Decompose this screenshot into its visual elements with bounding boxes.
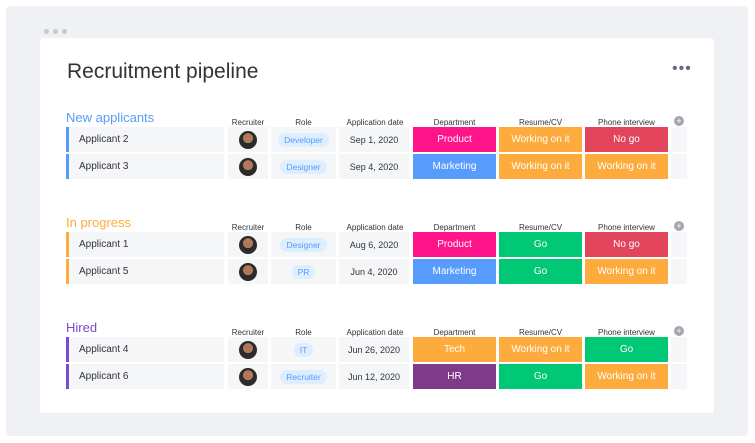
date-cell[interactable]: Sep 1, 2020 bbox=[339, 127, 409, 152]
table-row[interactable]: Applicant 3 Designer Sep 4, 2020 Marketi… bbox=[66, 154, 688, 179]
table-row[interactable]: Applicant 6 Recruiter Jun 12, 2020 HR Go… bbox=[66, 364, 688, 389]
column-header-role[interactable]: Role bbox=[295, 223, 312, 232]
role-tag: Recruiter bbox=[280, 369, 327, 384]
group-title[interactable]: In progress bbox=[66, 215, 132, 230]
column-header-phone[interactable]: Phone interview bbox=[598, 328, 655, 337]
recruiter-cell[interactable] bbox=[228, 337, 268, 362]
table-row[interactable]: Applicant 5 PR Jun 4, 2020 Marketing Go … bbox=[66, 259, 688, 284]
phone-interview-status[interactable]: No go bbox=[585, 127, 668, 152]
role-cell[interactable]: Developer bbox=[271, 127, 336, 152]
avatar bbox=[239, 367, 257, 386]
column-header-resume[interactable]: Resume/CV bbox=[518, 223, 563, 232]
department-status[interactable]: Product bbox=[413, 232, 496, 257]
department-status[interactable]: Tech bbox=[413, 337, 496, 362]
applicant-name[interactable]: Applicant 2 bbox=[66, 127, 224, 152]
role-tag: Designer bbox=[280, 159, 327, 174]
column-header-department[interactable]: Department bbox=[433, 328, 476, 337]
date-cell[interactable]: Jun 12, 2020 bbox=[339, 364, 409, 389]
role-tag: PR bbox=[291, 264, 316, 279]
applicant-name[interactable]: Applicant 6 bbox=[66, 364, 224, 389]
date-cell[interactable]: Sep 4, 2020 bbox=[339, 154, 409, 179]
extra-cell bbox=[671, 154, 687, 179]
table-row[interactable]: Applicant 1 Designer Aug 6, 2020 Product… bbox=[66, 232, 688, 257]
extra-cell bbox=[671, 232, 687, 257]
role-cell[interactable]: Designer bbox=[271, 154, 336, 179]
column-header-department[interactable]: Department bbox=[433, 223, 476, 232]
column-header-role[interactable]: Role bbox=[295, 118, 312, 127]
column-header-recruiter[interactable]: Recruiter bbox=[231, 223, 265, 232]
board: Recruitment pipeline ••• New applicants R… bbox=[40, 38, 714, 413]
avatar bbox=[239, 262, 257, 281]
extra-cell bbox=[671, 337, 687, 362]
applicant-name[interactable]: Applicant 3 bbox=[66, 154, 224, 179]
extra-cell bbox=[671, 127, 687, 152]
resume-status[interactable]: Go bbox=[499, 232, 582, 257]
column-header-resume[interactable]: Resume/CV bbox=[518, 118, 563, 127]
department-status[interactable]: Marketing bbox=[413, 154, 496, 179]
add-column-icon[interactable]: + bbox=[674, 326, 684, 336]
group-title[interactable]: New applicants bbox=[66, 110, 155, 125]
date-cell[interactable]: Aug 6, 2020 bbox=[339, 232, 409, 257]
recruiter-cell[interactable] bbox=[228, 232, 268, 257]
recruiter-cell[interactable] bbox=[228, 127, 268, 152]
role-cell[interactable]: Designer bbox=[271, 232, 336, 257]
role-cell[interactable]: IT bbox=[271, 337, 336, 362]
role-tag: IT bbox=[293, 342, 314, 357]
extra-cell bbox=[671, 364, 687, 389]
column-header-date[interactable]: Application date bbox=[346, 223, 404, 232]
table-row[interactable]: Applicant 2 Developer Sep 1, 2020 Produc… bbox=[66, 127, 688, 152]
role-cell[interactable]: PR bbox=[271, 259, 336, 284]
column-header-recruiter[interactable]: Recruiter bbox=[231, 118, 265, 127]
applicant-name[interactable]: Applicant 5 bbox=[66, 259, 224, 284]
avatar bbox=[239, 235, 257, 254]
phone-interview-status[interactable]: No go bbox=[585, 232, 668, 257]
phone-interview-status[interactable]: Working on it bbox=[585, 364, 668, 389]
column-header-resume[interactable]: Resume/CV bbox=[518, 328, 563, 337]
recruiter-cell[interactable] bbox=[228, 364, 268, 389]
resume-status[interactable]: Working on it bbox=[499, 337, 582, 362]
role-cell[interactable]: Recruiter bbox=[271, 364, 336, 389]
table-row[interactable]: Applicant 4 IT Jun 26, 2020 Tech Working… bbox=[66, 337, 688, 362]
avatar bbox=[239, 340, 257, 359]
resume-status[interactable]: Working on it bbox=[499, 154, 582, 179]
extra-cell bbox=[671, 259, 687, 284]
phone-interview-status[interactable]: Go bbox=[585, 337, 668, 362]
more-options-icon[interactable]: ••• bbox=[672, 60, 692, 77]
column-header-department[interactable]: Department bbox=[433, 118, 476, 127]
column-header-phone[interactable]: Phone interview bbox=[598, 118, 655, 127]
phone-interview-status[interactable]: Working on it bbox=[585, 154, 668, 179]
phone-interview-status[interactable]: Working on it bbox=[585, 259, 668, 284]
department-status[interactable]: HR bbox=[413, 364, 496, 389]
column-header-phone[interactable]: Phone interview bbox=[598, 223, 655, 232]
resume-status[interactable]: Working on it bbox=[499, 127, 582, 152]
applicant-name[interactable]: Applicant 4 bbox=[66, 337, 224, 362]
page-title: Recruitment pipeline bbox=[67, 60, 259, 83]
avatar bbox=[239, 157, 257, 176]
column-header-role[interactable]: Role bbox=[295, 328, 312, 337]
add-column-icon[interactable]: + bbox=[674, 116, 684, 126]
role-tag: Developer bbox=[278, 132, 329, 147]
add-column-icon[interactable]: + bbox=[674, 221, 684, 231]
window-dots-icon bbox=[44, 29, 67, 34]
column-header-date[interactable]: Application date bbox=[346, 118, 404, 127]
avatar bbox=[239, 130, 257, 149]
date-cell[interactable]: Jun 26, 2020 bbox=[339, 337, 409, 362]
group-title[interactable]: Hired bbox=[66, 320, 98, 335]
recruiter-cell[interactable] bbox=[228, 259, 268, 284]
department-status[interactable]: Product bbox=[413, 127, 496, 152]
applicant-name[interactable]: Applicant 1 bbox=[66, 232, 224, 257]
column-header-date[interactable]: Application date bbox=[346, 328, 404, 337]
recruiter-cell[interactable] bbox=[228, 154, 268, 179]
resume-status[interactable]: Go bbox=[499, 364, 582, 389]
column-header-recruiter[interactable]: Recruiter bbox=[231, 328, 265, 337]
role-tag: Designer bbox=[280, 237, 327, 252]
date-cell[interactable]: Jun 4, 2020 bbox=[339, 259, 409, 284]
department-status[interactable]: Marketing bbox=[413, 259, 496, 284]
resume-status[interactable]: Go bbox=[499, 259, 582, 284]
